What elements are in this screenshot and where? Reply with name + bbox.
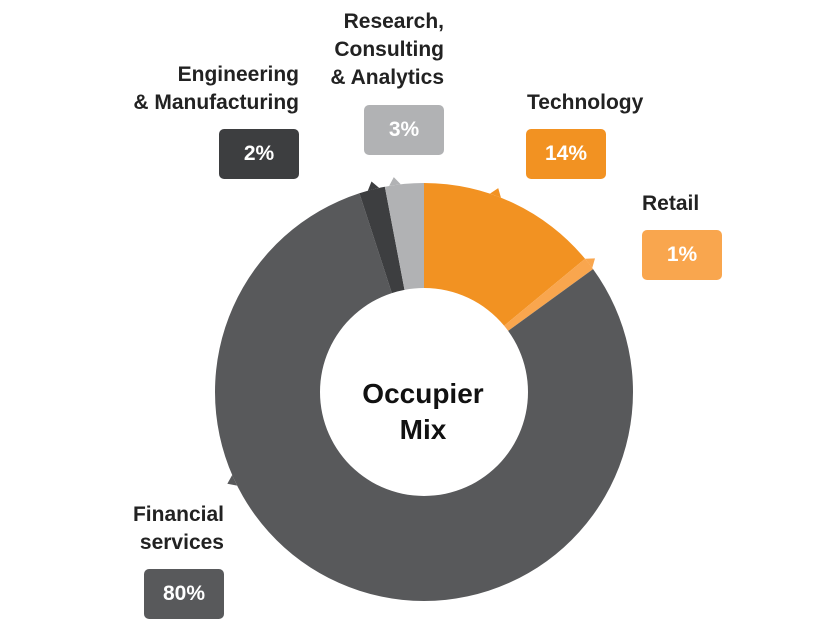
label-financial-services: Financial services — [132, 503, 224, 554]
badge-engineering-manufacturing: 2% — [219, 129, 299, 179]
pointer-financial-services — [227, 475, 238, 486]
slice-retail — [504, 258, 594, 331]
badge-retail: 1% — [642, 230, 722, 280]
pointer-retail — [585, 258, 595, 268]
badge-technology: 14% — [526, 129, 606, 179]
chart-center-title: Occupier Mix — [362, 378, 484, 445]
slice-engineering-manufacturing — [359, 186, 405, 294]
label-engineering-manufacturing: Engineering & Manufacturing — [133, 63, 299, 114]
slice-technology — [424, 183, 586, 326]
pointer-technology — [489, 188, 501, 198]
label-research-consulting-analytics: Research, Consulting & Analytics — [330, 10, 444, 89]
slice-research-consulting-analytics — [384, 183, 424, 290]
badge-financial-services: 80% — [144, 569, 224, 619]
pointer-engineering-manufacturing — [367, 181, 380, 191]
label-retail: Retail — [642, 192, 700, 215]
pointer-research-consulting-analytics — [389, 177, 401, 186]
label-technology: Technology — [527, 91, 644, 114]
slice-financial-services — [214, 193, 633, 602]
badge-research-consulting-analytics: 3% — [364, 105, 444, 155]
